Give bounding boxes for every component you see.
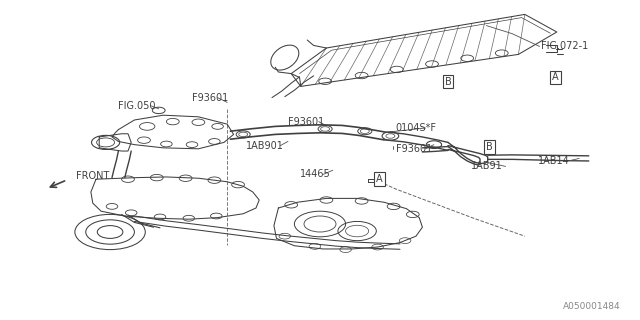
Text: FIG.050: FIG.050 <box>118 100 156 111</box>
Text: 1AB901: 1AB901 <box>246 140 284 151</box>
Text: FRONT: FRONT <box>76 171 109 181</box>
Text: B: B <box>445 76 451 87</box>
Text: FIG.072-1: FIG.072-1 <box>541 41 588 52</box>
Text: 14465: 14465 <box>300 169 330 180</box>
Text: 1AB91: 1AB91 <box>471 161 503 172</box>
Text: A050001484: A050001484 <box>563 302 621 311</box>
Text: B: B <box>486 142 493 152</box>
Text: A: A <box>552 72 559 83</box>
Text: A: A <box>376 174 383 184</box>
Text: 1AB14: 1AB14 <box>538 156 570 166</box>
Text: F93601: F93601 <box>288 116 324 127</box>
Text: 0104S*F: 0104S*F <box>396 123 436 133</box>
Text: F93601: F93601 <box>192 92 228 103</box>
Text: F93601: F93601 <box>396 144 432 154</box>
